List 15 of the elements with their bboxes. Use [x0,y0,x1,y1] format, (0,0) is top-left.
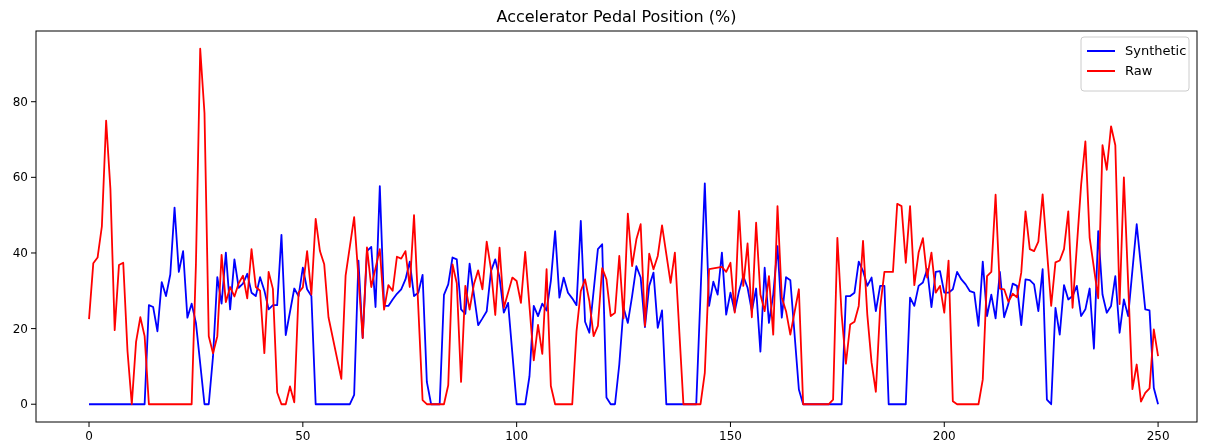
x-tick-label: 50 [295,429,311,443]
legend-label: Raw [1125,63,1153,78]
y-tick-label: 80 [12,94,28,109]
y-tick-label: 40 [12,245,28,260]
y-tick-label: 20 [12,321,28,336]
line-series [88,182,1159,406]
y-tick-label: 0 [20,397,28,412]
y-tick-label: 60 [12,170,28,185]
x-tick-label: 200 [932,429,956,443]
legend-label: Synthetic [1125,43,1187,58]
chart-title: Accelerator Pedal Position (%) [496,7,737,26]
x-tick-label: 150 [719,429,742,443]
x-tick-label: 250 [1146,429,1170,443]
x-tick-label: 0 [85,429,93,443]
x-tick-label: 100 [505,429,529,443]
